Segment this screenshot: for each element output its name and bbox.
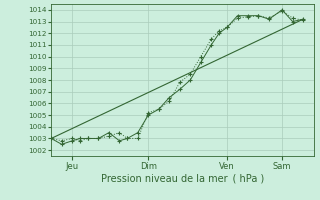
X-axis label: Pression niveau de la mer ( hPa ): Pression niveau de la mer ( hPa ): [101, 173, 264, 183]
